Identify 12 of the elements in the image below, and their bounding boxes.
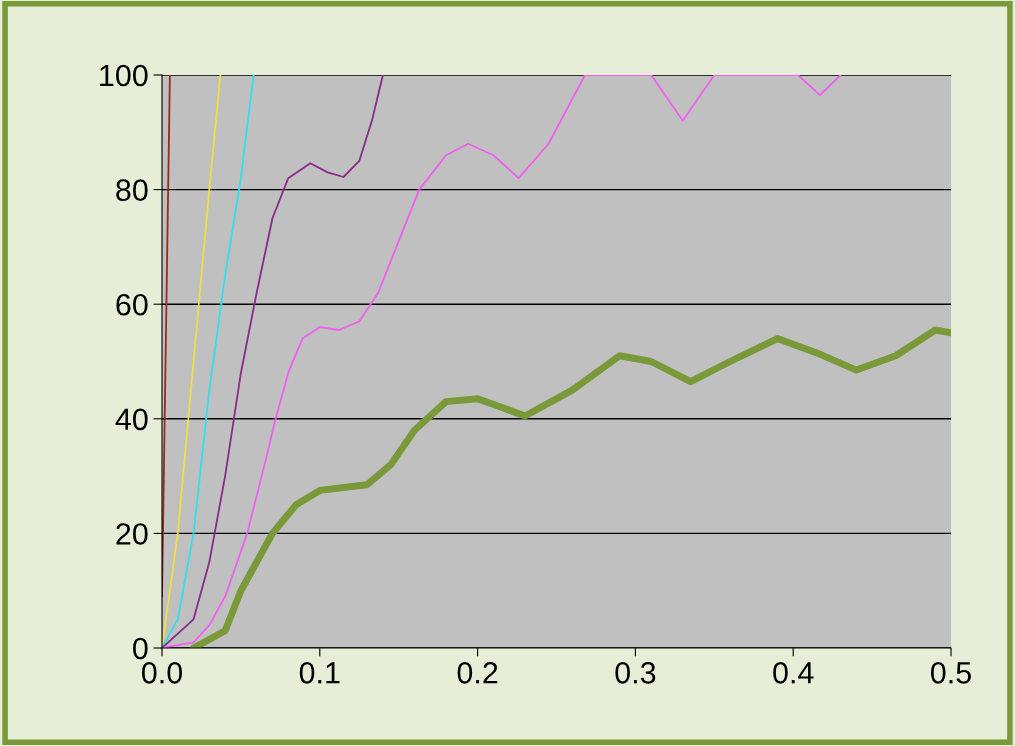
x-tick-label: 0.0: [141, 662, 183, 684]
x-tick-label: 0.3: [615, 662, 656, 684]
y-tick-label: 40: [115, 408, 148, 431]
y-tick-label: 0: [133, 637, 148, 660]
y-tick-label: 60: [116, 293, 148, 316]
y-tick-label: 100: [100, 64, 148, 87]
x-tick-label: 0.1: [299, 662, 340, 684]
y-tick-label: 20: [116, 523, 148, 545]
x-tick-label: 0.5: [930, 662, 971, 684]
y-tick-label: 80: [116, 179, 148, 201]
x-tick-label: 0.2: [457, 662, 498, 684]
x-tick-label: 0.4: [773, 662, 814, 684]
